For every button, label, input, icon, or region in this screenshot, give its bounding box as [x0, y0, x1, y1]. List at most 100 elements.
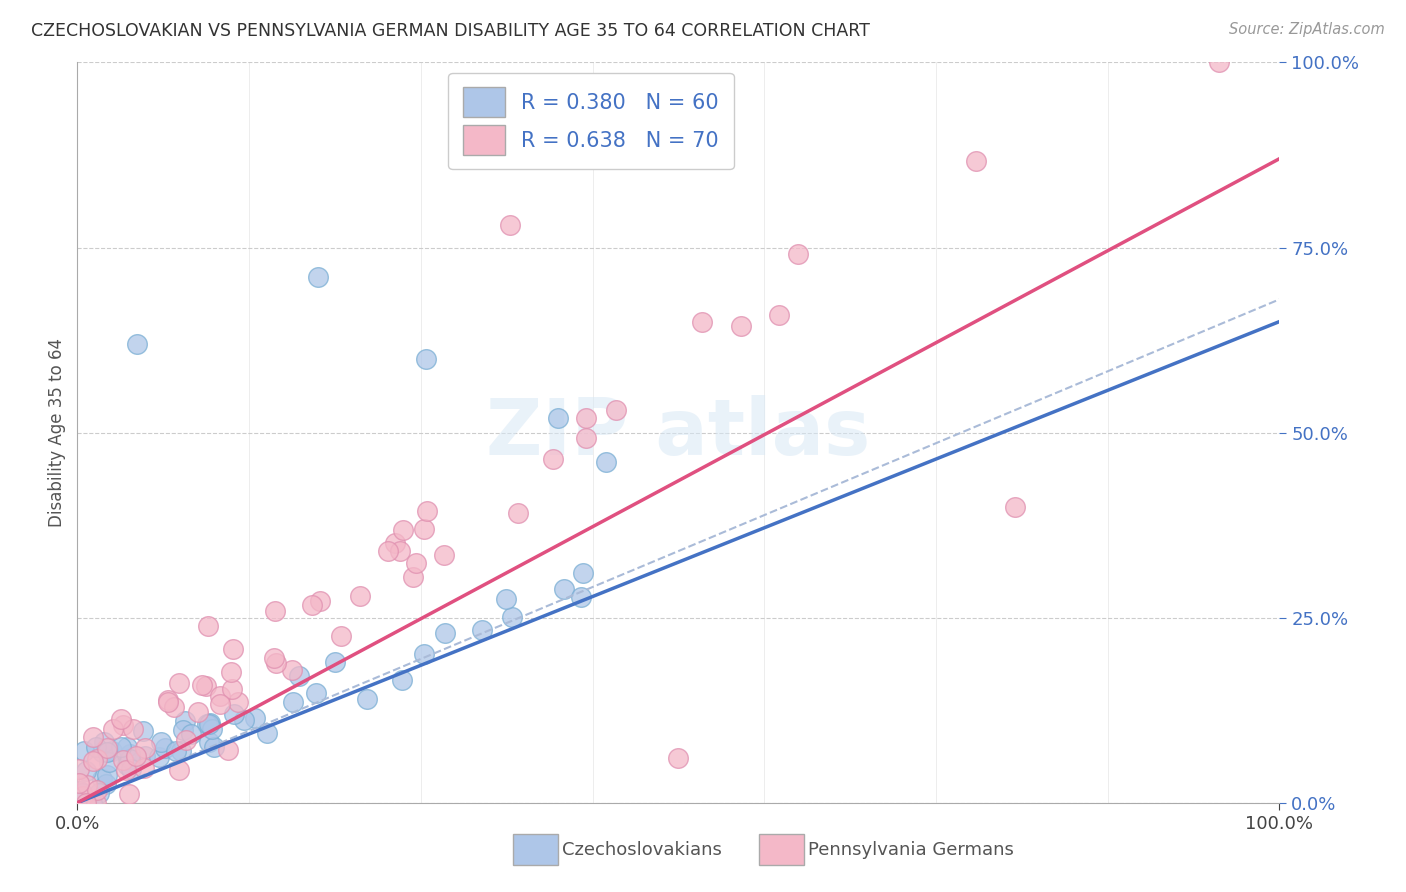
Point — [198, 716, 221, 731]
Point — [132, 723, 155, 738]
Point — [172, 723, 194, 738]
Point — [157, 695, 180, 709]
Point — [82, 796, 104, 810]
Point — [222, 706, 245, 721]
Point — [67, 762, 90, 776]
Point — [110, 740, 132, 755]
Point — [170, 744, 193, 758]
Point — [232, 713, 254, 727]
Point — [86, 751, 108, 765]
Point — [495, 591, 517, 606]
Point — [75, 796, 97, 810]
Point — [1004, 500, 1026, 514]
Point — [391, 673, 413, 687]
Point — [187, 706, 209, 720]
Point — [150, 734, 173, 748]
Point — [787, 247, 810, 261]
Point — [243, 711, 266, 725]
Point — [96, 745, 118, 759]
Point — [433, 549, 456, 563]
Point — [153, 740, 176, 755]
Point — [115, 739, 138, 754]
Point — [96, 767, 118, 781]
Point — [173, 714, 195, 729]
Point — [402, 570, 425, 584]
Point — [356, 691, 378, 706]
Point — [1208, 55, 1230, 70]
Point — [209, 689, 232, 703]
Point — [82, 754, 104, 768]
Point — [377, 544, 399, 558]
Point — [389, 543, 412, 558]
Point — [112, 717, 135, 731]
Point — [305, 686, 328, 700]
Point — [281, 663, 304, 677]
Text: CZECHOSLOVAKIAN VS PENNSYLVANIA GERMAN DISABILITY AGE 35 TO 64 CORRELATION CHART: CZECHOSLOVAKIAN VS PENNSYLVANIA GERMAN D… — [31, 22, 870, 40]
Y-axis label: Disability Age 35 to 64: Disability Age 35 to 64 — [48, 338, 66, 527]
Point — [668, 751, 690, 765]
Point — [553, 582, 575, 597]
Point — [349, 590, 371, 604]
Point — [547, 410, 569, 425]
Point — [134, 741, 156, 756]
Point — [226, 695, 249, 709]
Point — [201, 722, 224, 736]
Point — [541, 451, 564, 466]
Point — [120, 762, 142, 776]
Point — [110, 712, 132, 726]
Point — [415, 351, 437, 366]
Point — [148, 750, 170, 764]
Point — [595, 455, 617, 469]
Point — [84, 739, 107, 754]
Point — [163, 700, 186, 714]
Point — [301, 599, 323, 613]
Text: ZIP atlas: ZIP atlas — [486, 394, 870, 471]
Point — [84, 796, 107, 810]
Point — [222, 642, 245, 657]
Point — [115, 757, 138, 772]
Point — [118, 747, 141, 762]
Point — [167, 676, 190, 690]
Point — [501, 609, 523, 624]
Point — [412, 522, 434, 536]
Point — [506, 507, 529, 521]
Point — [132, 761, 155, 775]
Point — [90, 772, 112, 787]
Point — [323, 655, 346, 669]
Point — [76, 778, 98, 792]
Point — [122, 723, 145, 737]
Point — [416, 504, 439, 518]
Legend: R = 0.380   N = 60, R = 0.638   N = 70: R = 0.380 N = 60, R = 0.638 N = 70 — [449, 73, 734, 169]
Point — [197, 619, 219, 633]
Point — [965, 153, 987, 168]
Point — [575, 410, 598, 425]
Point — [219, 665, 242, 679]
Point — [198, 735, 221, 749]
Text: Pennsylvania Germans: Pennsylvania Germans — [808, 841, 1014, 859]
Point — [499, 219, 522, 233]
Point — [101, 722, 124, 736]
Point — [93, 735, 115, 749]
Point — [221, 681, 243, 696]
Point — [263, 604, 285, 618]
Point — [434, 625, 457, 640]
Text: Source: ZipAtlas.com: Source: ZipAtlas.com — [1229, 22, 1385, 37]
Point — [730, 318, 752, 333]
Point — [392, 523, 415, 537]
Point — [96, 741, 118, 756]
Point — [69, 784, 91, 798]
Point — [191, 678, 214, 692]
Point — [176, 733, 198, 747]
Point — [256, 725, 278, 739]
Point — [72, 786, 94, 800]
Point — [86, 783, 108, 797]
Point — [307, 270, 329, 285]
Point — [127, 336, 149, 351]
Point — [605, 403, 627, 417]
Point — [72, 789, 94, 804]
Point — [195, 679, 218, 693]
Point — [569, 590, 592, 604]
Point — [180, 727, 202, 741]
Point — [288, 669, 311, 683]
Point — [125, 749, 148, 764]
